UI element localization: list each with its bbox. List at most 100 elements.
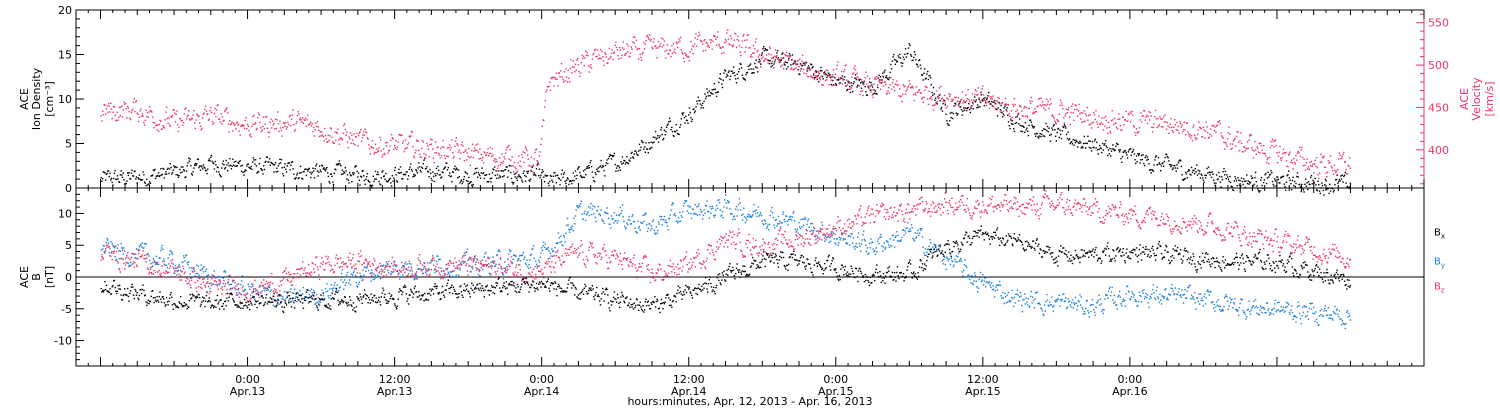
- velocity-point: [553, 85, 555, 87]
- density-point: [328, 180, 330, 183]
- density-point: [1206, 167, 1208, 170]
- density-point: [252, 157, 255, 159]
- density-point: [1229, 181, 1232, 184]
- density-point: [267, 161, 269, 163]
- velocity-point: [675, 41, 677, 43]
- density-point: [885, 75, 888, 77]
- by-point: [596, 210, 599, 212]
- velocity-point: [550, 77, 552, 80]
- velocity-point: [1050, 103, 1052, 105]
- density-point: [204, 167, 206, 169]
- velocity-point: [860, 79, 863, 81]
- by-point: [590, 213, 593, 216]
- by-point: [118, 257, 121, 260]
- velocity-point: [944, 102, 946, 104]
- density-point: [701, 104, 703, 107]
- by-point: [392, 265, 394, 267]
- by-point: [929, 242, 932, 244]
- velocity-point: [540, 143, 542, 146]
- density-point: [502, 176, 504, 178]
- by-point: [732, 218, 734, 221]
- by-point: [759, 213, 761, 216]
- density-point: [143, 174, 145, 176]
- by-point: [828, 241, 830, 244]
- density-point: [1059, 129, 1061, 131]
- density-point: [1130, 154, 1132, 156]
- by-point: [103, 245, 105, 247]
- density-point: [1010, 123, 1013, 125]
- density-point: [577, 167, 580, 169]
- density-point: [1052, 125, 1055, 127]
- velocity-point: [571, 66, 574, 68]
- velocity-point: [129, 118, 132, 121]
- density-point: [690, 117, 692, 119]
- by-point: [1158, 301, 1160, 304]
- velocity-point: [865, 83, 868, 85]
- by-point: [1106, 294, 1108, 297]
- velocity-point: [561, 76, 563, 78]
- density-point: [426, 165, 428, 168]
- by-point: [160, 247, 163, 249]
- by-point: [523, 258, 525, 260]
- by-point: [824, 240, 826, 242]
- velocity-point: [510, 165, 513, 167]
- by-point: [443, 270, 445, 272]
- density-point: [1212, 173, 1214, 175]
- density-point: [1041, 130, 1044, 132]
- density-point: [446, 169, 449, 171]
- density-point: [331, 175, 333, 177]
- by-point: [453, 270, 455, 272]
- by-point: [524, 256, 526, 258]
- density-point: [1220, 186, 1222, 188]
- velocity-point: [311, 123, 313, 125]
- velocity-point: [806, 68, 808, 71]
- by-point: [567, 224, 569, 226]
- by-point: [322, 294, 324, 297]
- velocity-point: [396, 146, 399, 148]
- by-point: [265, 289, 268, 292]
- by-point: [652, 219, 655, 221]
- by-point: [1119, 296, 1121, 298]
- velocity-point: [867, 86, 869, 89]
- velocity-point: [881, 81, 883, 83]
- by-point: [730, 213, 732, 215]
- density-point: [1040, 133, 1043, 135]
- density-point: [790, 64, 792, 66]
- density-point: [1278, 182, 1280, 184]
- density-point: [510, 177, 513, 180]
- density-point: [1249, 181, 1251, 183]
- velocity-point: [1270, 141, 1272, 143]
- velocity-point: [723, 51, 725, 54]
- density-point: [146, 184, 149, 186]
- density-point: [1179, 160, 1182, 162]
- by-point: [107, 242, 110, 244]
- by-point: [233, 286, 235, 289]
- velocity-point: [707, 45, 709, 47]
- by-point: [207, 278, 209, 280]
- density-point: [239, 160, 241, 162]
- density-point: [471, 185, 474, 188]
- velocity-point: [228, 131, 230, 133]
- velocity-point: [760, 58, 763, 60]
- density-point: [824, 71, 826, 73]
- density-point: [188, 157, 190, 159]
- density-point: [602, 165, 605, 168]
- density-point: [638, 150, 640, 152]
- density-point: [1005, 109, 1007, 111]
- density-point: [1254, 176, 1256, 179]
- velocity-point: [324, 135, 327, 137]
- velocity-point: [824, 73, 826, 75]
- density-point: [935, 97, 937, 99]
- density-point: [407, 178, 409, 180]
- velocity-point: [215, 115, 217, 118]
- velocity-point: [424, 157, 427, 159]
- velocity-point: [266, 127, 269, 129]
- velocity-point: [232, 130, 234, 132]
- density-point: [572, 172, 574, 174]
- by-point: [1126, 285, 1129, 287]
- by-point: [869, 247, 871, 249]
- by-point: [683, 202, 685, 205]
- by-point: [268, 286, 271, 289]
- velocity-point: [741, 40, 744, 42]
- density-point: [1258, 191, 1260, 193]
